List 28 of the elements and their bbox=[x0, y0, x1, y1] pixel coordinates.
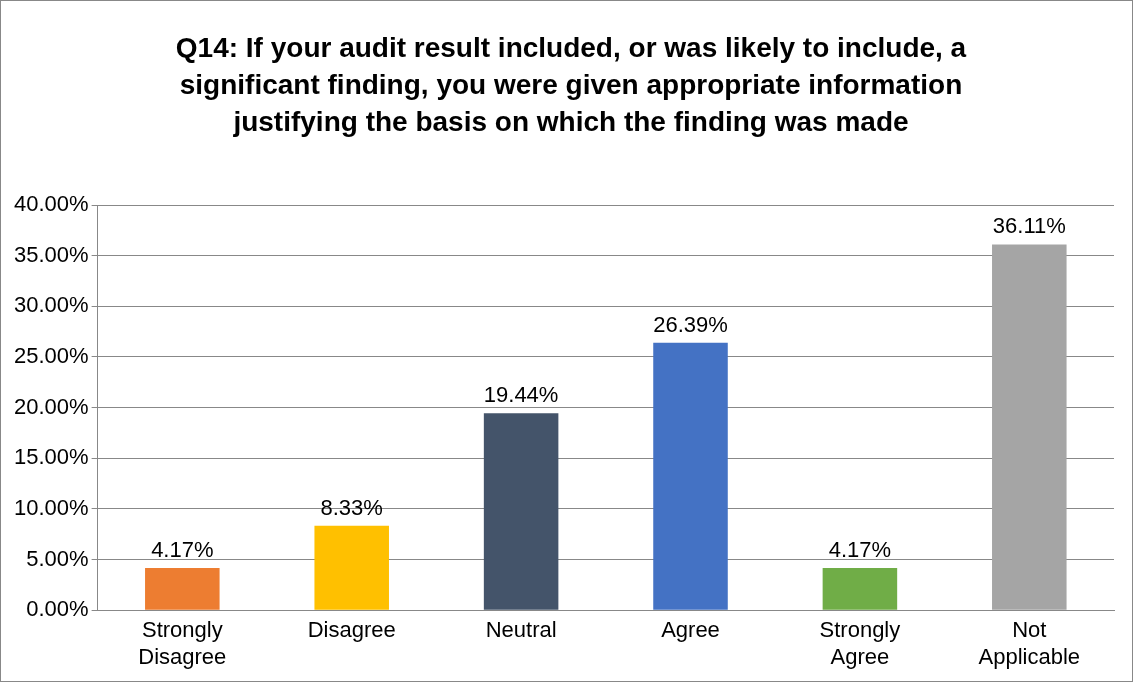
x-tick-label: Agree bbox=[661, 617, 720, 643]
x-tick-label: Strongly Agree bbox=[819, 617, 901, 669]
bar bbox=[483, 413, 559, 610]
data-label: 4.17% bbox=[151, 537, 214, 563]
data-label: 4.17% bbox=[828, 537, 892, 563]
y-tick-label: 25.00% bbox=[13, 343, 89, 369]
y-tick-label: 0.00% bbox=[26, 596, 89, 622]
x-tick-label: Disagree bbox=[307, 617, 396, 643]
x-tick-label: Strongly Disagree bbox=[138, 617, 227, 669]
bar bbox=[822, 567, 898, 610]
bar bbox=[145, 567, 220, 610]
x-tick-label: Neutral bbox=[485, 617, 557, 643]
bar bbox=[653, 342, 728, 610]
y-tick-label: 30.00% bbox=[13, 292, 89, 318]
y-tick-label: 40.00% bbox=[13, 191, 89, 217]
y-tick-label: 20.00% bbox=[13, 393, 89, 419]
bar bbox=[314, 525, 389, 610]
data-label: 26.39% bbox=[653, 311, 728, 337]
chart-title: Q14: If your audit result included, or was likely to include, a significant finding, you were given appropriate information justifying the basis on which the finding was made bbox=[174, 31, 968, 139]
y-tick-label: 35.00% bbox=[13, 241, 89, 267]
data-label: 8.33% bbox=[320, 494, 383, 520]
y-tick-label: 10.00% bbox=[13, 494, 89, 520]
x-tick-label: Not Applicable bbox=[978, 617, 1081, 669]
y-tick-label: 15.00% bbox=[13, 444, 89, 470]
bar bbox=[992, 244, 1067, 610]
data-label: 19.44% bbox=[483, 382, 559, 408]
data-label: 36.11% bbox=[992, 213, 1066, 239]
y-tick-label: 5.00% bbox=[26, 545, 89, 571]
